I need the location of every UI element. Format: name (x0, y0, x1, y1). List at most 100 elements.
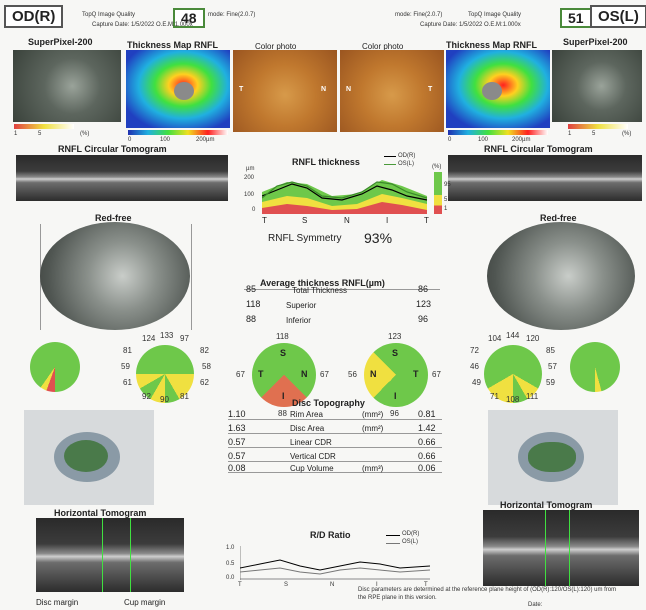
od-clock-12: 133 (160, 331, 174, 340)
os-superpixel-scale (568, 124, 628, 129)
os-disc-topography-image (488, 410, 618, 505)
rnfl-xtick-i: I (386, 216, 389, 225)
disc-cup-volume-od: 0.08 (228, 463, 246, 473)
avg-row-total-os: 86 (418, 284, 429, 294)
os-superpixel-title: SuperPixel-200 (563, 37, 628, 47)
od-clock-1: 97 (180, 334, 189, 343)
os-quadrant-top-value: 123 (388, 332, 402, 341)
disc-cup-volume-unit: (mm³) (362, 464, 384, 473)
disc-rim-os: 0.81 (418, 409, 436, 419)
disc-linear-cdr-label: Linear CDR (290, 438, 332, 447)
od-red-free-image (40, 222, 190, 330)
rnfl-xtick-t1: T (262, 216, 267, 225)
od-clock-7: 92 (142, 392, 151, 401)
os-horizontal-tomogram-title: Horizontal Tomogram (500, 500, 593, 510)
od-clock-hour-pie (136, 345, 194, 403)
os-clock-7: 71 (490, 392, 499, 401)
disc-topography-title: Disc Topography (292, 398, 365, 408)
os-clock-9: 46 (470, 362, 479, 371)
os-quadrant-i: I (394, 391, 397, 401)
rd-ytick-0: 0.0 (226, 575, 235, 581)
disc-rule-4 (228, 472, 442, 473)
rnfl-pct-1: 1 (444, 206, 448, 212)
os-clock-5: 111 (526, 392, 539, 401)
od-horizontal-tomogram-title: Horizontal Tomogram (54, 508, 147, 518)
os-quadrant-s: S (392, 348, 399, 358)
avg-row-total-label: Total Thickness (292, 286, 347, 295)
rnfl-ytick-0: 0 (252, 207, 256, 213)
os-superpixel-image (552, 50, 642, 122)
rnfl-od-line (262, 183, 428, 201)
disc-rim-label: Rim Area (290, 410, 323, 419)
od-thickness-map-image (126, 50, 230, 128)
os-tm-scale-100: 100 (478, 137, 489, 143)
od-thickness-map-title: Thickness Map RNFL (127, 40, 219, 50)
od-quadrant-bottom-value: 88 (278, 409, 287, 418)
disc-area-unit: (mm²) (362, 424, 384, 433)
od-superpixel-title: SuperPixel-200 (28, 37, 93, 47)
avg-row-superior-od: 118 (246, 299, 261, 309)
os-clock-4: 59 (546, 378, 555, 387)
od-tm-scale-0: 0 (128, 137, 132, 143)
rd-ytick-05: 0.5 (226, 561, 235, 567)
od-superpixel-scale (14, 124, 74, 129)
os-sp-scale-5: 5 (592, 131, 596, 137)
os-eye-label: OS(L) (590, 5, 646, 28)
avg-row-superior-label: Superior (286, 301, 317, 310)
od-quality-label: TopQ Image Quality (82, 12, 136, 18)
os-clock-2: 85 (546, 346, 555, 355)
od-color-photo-title: Color photo (255, 42, 297, 51)
disc-vertical-cdr-os: 0.66 (418, 451, 436, 461)
disc-rim-od: 1.10 (228, 409, 246, 419)
od-red-free-title: Red-free (95, 213, 132, 223)
rnfl-pct-label: (%) (432, 164, 442, 170)
rnfl-symmetry-label: RNFL Symmetry (268, 233, 342, 244)
os-sp-scale-1: 1 (568, 131, 572, 137)
rd-os-line (240, 567, 430, 575)
avg-row-inferior-od: 88 (246, 314, 257, 324)
disc-linear-cdr-os: 0.66 (418, 437, 436, 447)
rd-xtick-t2: T (424, 582, 428, 588)
rd-ytick-1: 1.0 (226, 545, 235, 551)
rd-xtick-i: I (376, 582, 378, 588)
od-clock-5: 81 (180, 392, 189, 401)
os-quadrant-bottom-value: 96 (390, 409, 399, 418)
os-thickness-map-title: Thickness Map RNFL (446, 40, 538, 50)
os-clock-3: 57 (548, 362, 557, 371)
od-quadrant-s: S (280, 348, 287, 358)
od-quadrant-t: T (258, 369, 264, 379)
avg-row-superior-os: 123 (416, 299, 432, 309)
rd-xtick-n: N (330, 582, 335, 588)
rnfl-legend-os: OS(L) (398, 161, 415, 167)
os-sp-scale-pct: (%) (622, 131, 632, 137)
rnfl-percentile-scale (434, 172, 442, 214)
disc-area-label: Disc Area (290, 424, 325, 433)
disc-linear-cdr-od: 0.57 (228, 437, 246, 447)
disc-parameter-note: Disc parameters are determined at the re… (358, 587, 617, 601)
rnfl-chart-title: RNFL thickness (292, 157, 360, 167)
os-clock-6: 108 (506, 395, 520, 404)
od-sp-scale-5: 5 (38, 131, 42, 137)
rnfl-thickness-chart (262, 180, 428, 214)
od-quadrant-pie: S T N I (252, 343, 316, 407)
os-quadrant-pie: S N T I (364, 343, 428, 407)
rnfl-os-line (262, 181, 428, 199)
disc-rule-2 (228, 447, 442, 448)
od-horizontal-tomogram-image (36, 518, 184, 592)
rd-od-line (240, 559, 430, 571)
os-red-free-image (487, 222, 635, 330)
os-circular-tomogram-image (448, 155, 642, 201)
od-color-n-label: N (321, 86, 327, 93)
od-clock-4: 62 (200, 378, 209, 387)
os-capture-date: Capture Date: 1/5/2022 O.E.M:1.000x (420, 22, 521, 28)
rd-legend-od-line (386, 535, 400, 536)
od-clock-11: 124 (142, 334, 156, 343)
os-clock-1: 120 (526, 334, 540, 343)
od-clock-3: 58 (202, 362, 211, 371)
rd-legend-os: OS(L) (402, 539, 419, 545)
od-quadrant-top-value: 118 (276, 332, 289, 341)
os-clock-hour-pie (484, 345, 542, 403)
rnfl-xtick-t2: T (424, 216, 429, 225)
os-clock-12: 144 (506, 331, 520, 340)
avg-row-total-od: 85 (246, 284, 257, 294)
